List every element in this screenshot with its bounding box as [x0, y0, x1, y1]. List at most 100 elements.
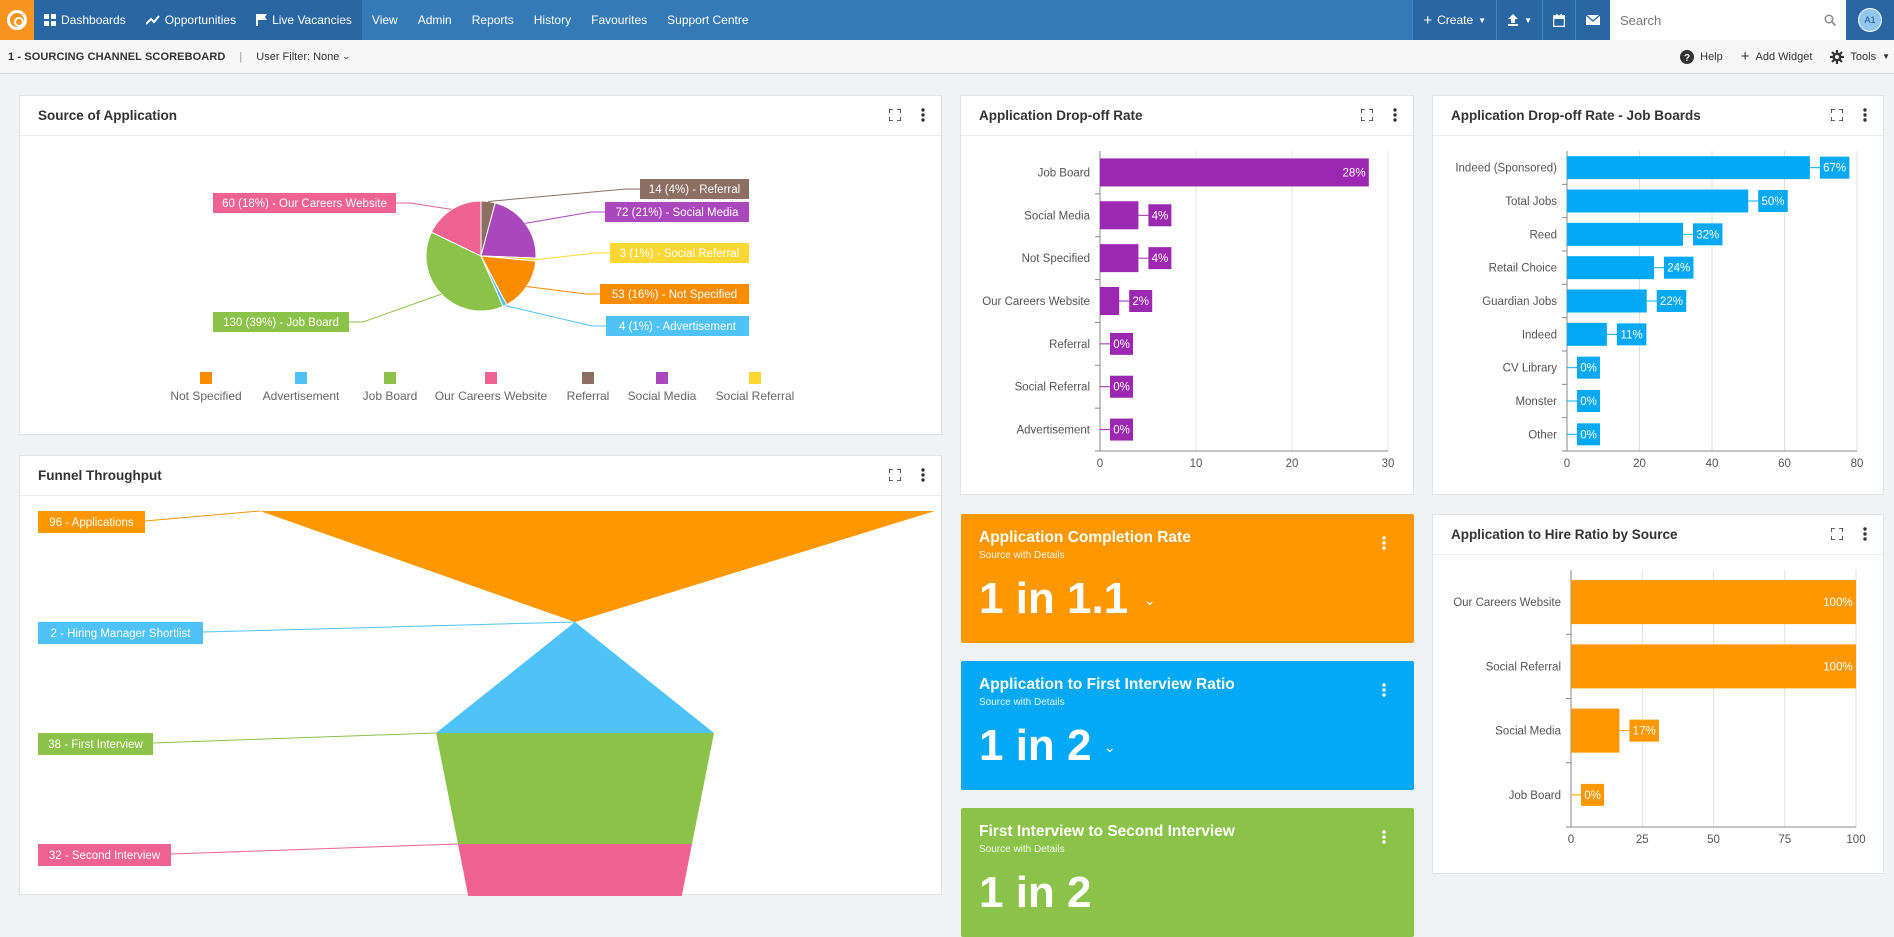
nav-view-label: View [371, 13, 398, 27]
bar-label-box [1664, 256, 1694, 279]
expand-icon[interactable] [1831, 528, 1843, 540]
pie-label-box [606, 316, 749, 336]
funnel-label: 96 - Applications [49, 517, 134, 529]
y-tick-label: Our Careers Website [1453, 597, 1561, 609]
nav-support-centre[interactable]: Support Centre [657, 0, 758, 40]
nav-favourites[interactable]: Favourites [581, 0, 657, 40]
chevron-down-icon[interactable]: ⌄ [1144, 592, 1156, 608]
x-tick-label: 100 [1846, 834, 1865, 846]
x-tick-label: 0 [1097, 458, 1103, 470]
nav-favourites-label: Favourites [591, 13, 648, 27]
pie-label-box [213, 312, 349, 332]
nav-opportunities[interactable]: Opportunities [135, 0, 247, 40]
funnel-segment [260, 511, 935, 622]
funnel-label-box [38, 844, 171, 866]
help-button[interactable]: ? Help [1680, 49, 1723, 64]
more-vertical-icon[interactable] [1863, 527, 1867, 541]
avatar[interactable]: A1 [1858, 8, 1882, 32]
upload-button[interactable]: ▼ [1496, 0, 1542, 40]
legend-swatch [749, 372, 761, 384]
expand-icon[interactable] [1831, 109, 1843, 121]
bar-label: 0% [1580, 429, 1597, 441]
bar [1567, 222, 1683, 246]
expand-icon[interactable] [889, 109, 901, 121]
nav-admin[interactable]: Admin [408, 0, 462, 40]
kpi-subtitle: Source with Details [979, 844, 1065, 855]
legend-label: Advertisement [263, 389, 340, 403]
user-filter-dropdown[interactable]: User Filter: None ⌄ [256, 51, 350, 63]
nav-history-label: History [533, 13, 572, 27]
more-vertical-icon[interactable] [1382, 683, 1386, 697]
chevron-down-icon[interactable]: ⌄ [1104, 739, 1116, 755]
bar-label-box [1581, 783, 1604, 806]
mail-button[interactable] [1575, 0, 1610, 40]
bar-label-box [1693, 223, 1723, 246]
bar-label-box [1110, 418, 1133, 441]
app-logo[interactable] [0, 0, 34, 40]
source-of-application-widget: Source of Application 14 (4%) - Referral… [19, 95, 942, 435]
search-input[interactable] [1620, 12, 1800, 28]
search-box[interactable] [1610, 0, 1846, 40]
top-navigation: Dashboards Opportunities Live Vacancies … [0, 0, 1894, 40]
y-tick-label: Social Referral [1015, 382, 1090, 394]
more-vertical-icon[interactable] [921, 108, 925, 122]
widget-title: Application Drop-off Rate - Job Boards [1451, 108, 1701, 123]
y-tick-label: Advertisement [1016, 425, 1090, 437]
funnel-label: 32 - Second Interview [49, 850, 161, 862]
kpi-completion-rate: Application Completion Rate Source with … [961, 514, 1414, 643]
nav-live-vacancies[interactable]: Live Vacancies [246, 0, 362, 40]
user-menu[interactable]: A1 [1846, 0, 1894, 40]
add-widget-label: Add Widget [1755, 50, 1813, 63]
toolbar-actions: ? Help + Add Widget Tools ▼ [1680, 48, 1894, 65]
legend-swatch [485, 372, 497, 384]
funnel-leader-line [202, 621, 576, 633]
funnel-label: 2 - Hiring Manager Shortlist [51, 628, 192, 640]
create-button[interactable]: + Create ▼ [1412, 0, 1497, 40]
pie-label: 3 (1%) - Social Referral [620, 248, 740, 260]
funnel-segment [436, 622, 714, 733]
calendar-button[interactable] [1542, 0, 1575, 40]
tools-menu[interactable]: Tools ▼ [1830, 49, 1890, 64]
expand-icon[interactable] [889, 469, 901, 481]
pie-leader-line [504, 305, 606, 327]
search-icon[interactable] [1824, 14, 1836, 26]
bar-label: 0% [1113, 425, 1130, 437]
add-widget-button[interactable]: + Add Widget [1741, 48, 1813, 65]
y-tick-label: CV Library [1503, 363, 1558, 375]
x-tick-label: 25 [1636, 834, 1649, 846]
expand-icon[interactable] [1361, 109, 1373, 121]
more-vertical-icon[interactable] [921, 468, 925, 482]
y-tick-label: Indeed (Sponsored) [1455, 163, 1557, 175]
nav-reports[interactable]: Reports [462, 0, 524, 40]
user-filter-label: User Filter: None [256, 50, 340, 63]
more-vertical-icon[interactable] [1863, 108, 1867, 122]
bar-label-box [1148, 204, 1172, 227]
upload-icon [1508, 14, 1519, 26]
bar-label: 0% [1113, 339, 1130, 351]
nav-admin-label: Admin [417, 13, 452, 27]
funnel-label: 38 - First Interview [48, 739, 143, 751]
dropoff-rate-widget: Application Drop-off Rate 0 10 20 30 Job Boa… [960, 95, 1414, 495]
nav-dashboards[interactable]: Dashboards [34, 0, 136, 40]
more-vertical-icon[interactable] [1393, 108, 1397, 122]
nav-history[interactable]: History [524, 0, 581, 40]
more-vertical-icon[interactable] [1382, 830, 1386, 844]
pie-label-box [600, 284, 749, 304]
more-vertical-icon[interactable] [1382, 536, 1386, 550]
dashboard-toolbar: 1 - SOURCING CHANNEL SCOREBOARD | User F… [0, 40, 1894, 74]
kpi-subtitle: Source with Details [979, 550, 1065, 561]
pie-leader-line [488, 188, 640, 202]
dashboard-title: 1 - SOURCING CHANNEL SCOREBOARD [8, 50, 226, 63]
bar [1567, 322, 1607, 346]
caret-down-icon: ▼ [1524, 15, 1532, 25]
pie-label: 4 (1%) - Advertisement [619, 321, 737, 333]
bar-label: 50% [1761, 196, 1784, 208]
kpi-value: 1 in 2 [979, 721, 1092, 770]
nav-view[interactable]: View [362, 0, 408, 40]
create-label: Create [1437, 13, 1474, 27]
y-tick-label: Social Referral [1486, 661, 1561, 673]
legend-swatch [295, 372, 307, 384]
x-tick-label: 20 [1286, 458, 1299, 470]
y-tick-label: Referral [1049, 339, 1090, 351]
flag-icon [256, 14, 268, 26]
